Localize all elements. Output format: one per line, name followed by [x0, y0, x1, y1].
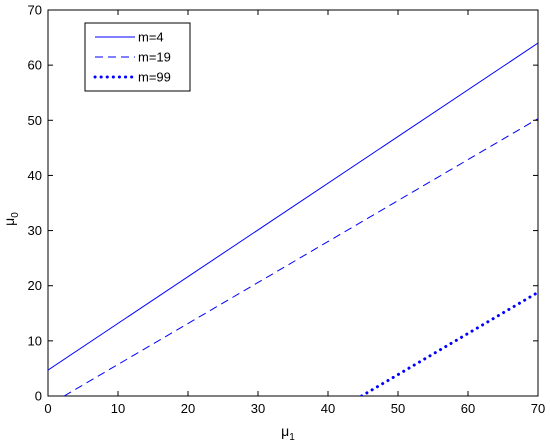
y-tick-label: 50 — [28, 113, 42, 128]
series-layer — [48, 42, 538, 396]
ticks-layer: 0 10 20 30 40 50 60 70 0 10 20 30 40 50 60 70 — [28, 3, 546, 417]
plot-area — [47, 9, 539, 397]
x-tick-label: 10 — [111, 401, 125, 416]
legend-label-m=4: m=4 — [138, 30, 164, 45]
series-line-m=19 — [63, 118, 538, 396]
x-tick-label: 40 — [321, 401, 335, 416]
x-axis-label-subscript: 1 — [289, 432, 295, 443]
legend-label-m=99: m=99 — [138, 70, 171, 85]
x-tick-label: 20 — [181, 401, 195, 416]
plot-frame — [47, 9, 539, 397]
legend: m=4 m=19 m=99 — [84, 22, 191, 92]
y-tick-label: 0 — [35, 389, 42, 404]
y-tick-label: 20 — [28, 278, 42, 293]
x-tick-label: 30 — [251, 401, 265, 416]
series-line-m=99 — [360, 290, 538, 396]
x-tick-label: 0 — [44, 401, 51, 416]
series-line-m=4 — [48, 42, 538, 371]
y-tick-label: 60 — [28, 58, 42, 73]
x-tick-label: 50 — [391, 401, 405, 416]
x-axis-label-main: μ — [281, 423, 289, 439]
x-axis-label: μ1 — [281, 423, 295, 443]
x-tick-label: 70 — [531, 401, 545, 416]
y-tick-label: 10 — [28, 333, 42, 348]
y-tick-label: 70 — [28, 3, 42, 18]
y-tick-label: 40 — [28, 168, 42, 183]
y-tick-label: 30 — [28, 223, 42, 238]
y-axis-label-main: μ — [1, 218, 17, 226]
legend-label-m=19: m=19 — [138, 50, 171, 65]
y-axis-label-subscript: 0 — [10, 212, 21, 218]
x-tick-label: 60 — [461, 401, 475, 416]
y-axis-label: μ0 — [1, 212, 21, 226]
